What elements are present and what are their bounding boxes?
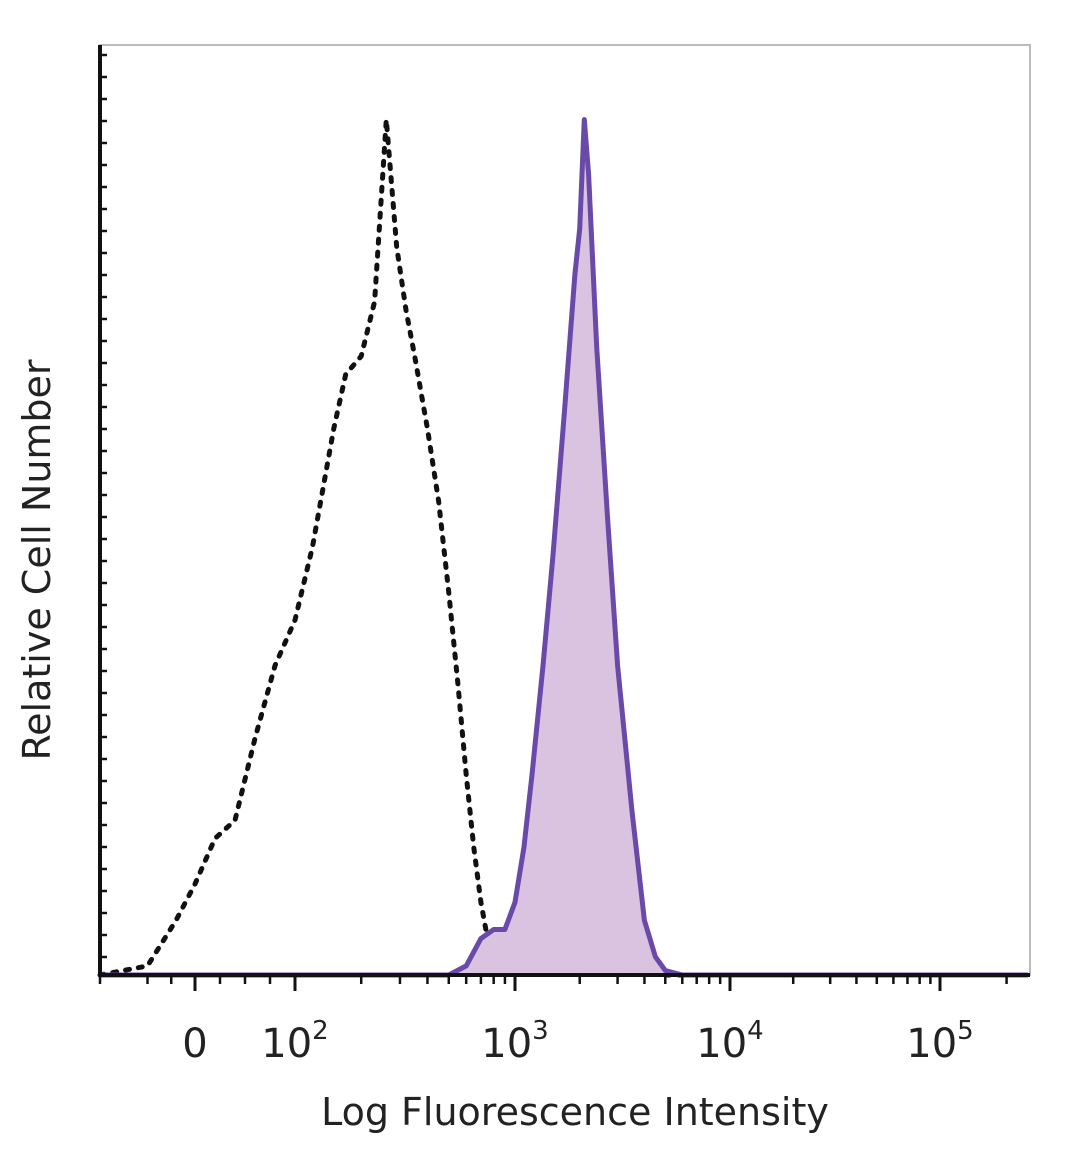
x-tick-label: 104 [696, 1016, 763, 1067]
x-tick-label-exponent: 2 [312, 1016, 329, 1046]
x-axis-title: Log Fluorescence Intensity [321, 1090, 829, 1134]
stained-histogram-fill [100, 119, 1028, 976]
x-tick-labels: 0 102 103 104 105 [182, 1016, 973, 1067]
x-tick-label-base: 10 [261, 1021, 312, 1067]
x-tick-label: 103 [481, 1016, 548, 1067]
x-tick-label: 102 [261, 1016, 328, 1067]
series-layer [97, 117, 1031, 978]
x-tick-label-base: 10 [481, 1021, 532, 1067]
x-tick-label-exponent: 4 [747, 1016, 764, 1046]
y-axis-title: Relative Cell Number [15, 359, 59, 760]
x-tick-label: 105 [906, 1016, 973, 1067]
x-tick-label-exponent: 5 [957, 1016, 974, 1046]
x-tick-label-exponent: 3 [532, 1016, 549, 1046]
x-tick-label-base: 10 [696, 1021, 747, 1067]
x-tick-label-base: 10 [906, 1021, 957, 1067]
axis-layer [98, 45, 1030, 991]
x-tick-label-base: 0 [182, 1021, 207, 1067]
x-tick-label: 0 [182, 1021, 207, 1067]
stained-histogram-line [100, 117, 1028, 978]
